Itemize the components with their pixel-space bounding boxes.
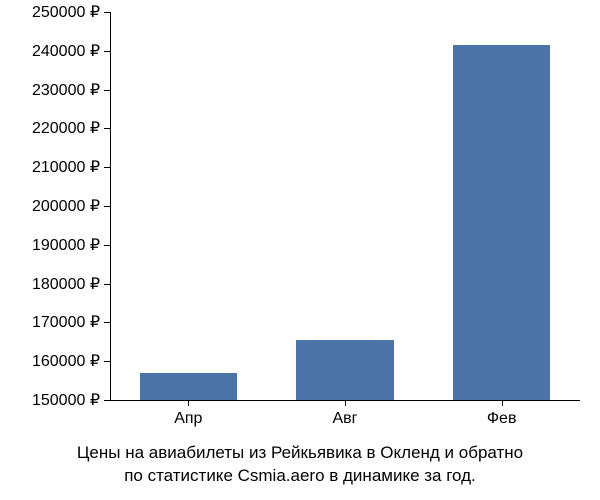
y-tick [104,361,110,362]
y-tick-label: 230000 ₽ [32,80,100,100]
y-tick-label: 170000 ₽ [32,312,100,332]
chart-caption: Цены на авиабилеты из Рейкьявика в Оклен… [0,442,600,488]
y-tick-label: 240000 ₽ [32,41,100,61]
y-tick [104,400,110,401]
y-tick [104,90,110,91]
plot-area [110,12,580,400]
y-tick [104,167,110,168]
x-tick-label: Авг [332,410,357,428]
price-bar-chart: Цены на авиабилеты из Рейкьявика в Оклен… [0,0,600,500]
y-tick [104,284,110,285]
y-tick-label: 160000 ₽ [32,351,100,371]
y-tick-label: 150000 ₽ [32,390,100,410]
y-tick [104,206,110,207]
y-tick-label: 210000 ₽ [32,157,100,177]
y-axis [110,12,111,400]
y-tick [104,51,110,52]
y-tick [104,245,110,246]
x-tick-label: Апр [174,410,202,428]
bar [296,340,393,400]
x-tick [188,400,189,406]
y-tick-label: 180000 ₽ [32,274,100,294]
x-tick [345,400,346,406]
y-tick [104,322,110,323]
y-tick-label: 200000 ₽ [32,196,100,216]
y-tick-label: 190000 ₽ [32,235,100,255]
bar [140,373,237,400]
y-tick [104,128,110,129]
bar [453,45,550,400]
x-tick [502,400,503,406]
y-tick-label: 220000 ₽ [32,118,100,138]
y-tick [104,12,110,13]
x-tick-label: Фев [487,410,517,428]
y-tick-label: 250000 ₽ [32,2,100,22]
